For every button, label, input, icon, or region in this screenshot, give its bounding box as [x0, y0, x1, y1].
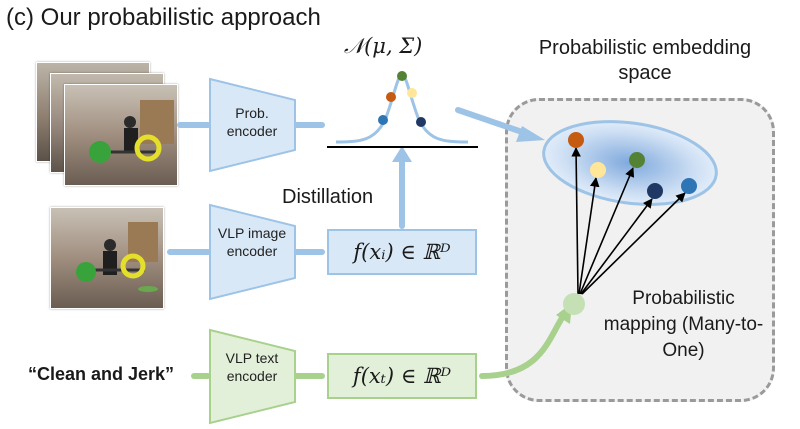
to-space-arrowhead — [516, 126, 545, 142]
text-embedding-point — [563, 293, 585, 315]
embed-sample-orange — [568, 132, 584, 148]
distillation-arrowhead — [392, 146, 412, 162]
embed-sample-yellow — [590, 162, 606, 178]
probabilistic-mapping-label: Probabilistic mapping (Many-to-One) — [603, 288, 764, 361]
text-query: “Clean and Jerk” — [28, 364, 175, 384]
mapping-arrows — [571, 147, 686, 295]
vlp-text-encoder-label: VLP text encoder — [225, 350, 279, 384]
vlp-image-encoder-label: VLP image encoder — [217, 225, 287, 259]
gaussian-label: 𝒩(μ, Σ) — [344, 34, 423, 58]
vlp-image-encoder-shape — [209, 203, 296, 301]
green-connectors — [191, 315, 565, 379]
gauss-sample-yellow — [407, 88, 417, 98]
distillation-label: Distillation — [282, 186, 374, 208]
blue-connectors — [167, 107, 531, 255]
image-embedding-formula: f(xᵢ) ∈ ℝᴰ — [327, 229, 477, 275]
gaussian-curve — [335, 72, 469, 144]
prob-encoder-label: Prob. encoder — [226, 105, 278, 139]
embed-sample-green — [629, 152, 645, 168]
gauss-sample-blue — [378, 115, 388, 125]
gauss-sample-orange — [386, 92, 396, 102]
embed-sample-navy — [647, 183, 663, 199]
vlp-text-encoder-shape — [209, 328, 296, 425]
gauss-sample-navy — [416, 117, 426, 127]
prob-encoder-shape — [209, 77, 296, 173]
text-embedding-formula: f(xₜ) ∈ ℝᴰ — [327, 353, 477, 399]
gauss-sample-green — [397, 71, 407, 81]
embed-sample-blue — [681, 178, 697, 194]
figure-title: (c) Our probabilistic approach — [6, 4, 321, 31]
embedding-space-label: Probabilistic embedding space — [538, 37, 752, 84]
